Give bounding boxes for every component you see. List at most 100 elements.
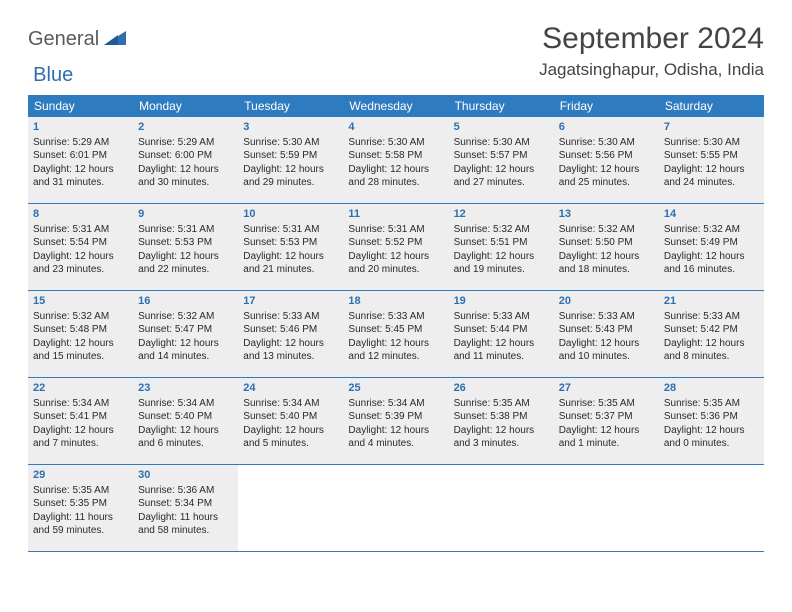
day-number: 3 <box>243 120 338 135</box>
daylight-text: and 24 minutes. <box>664 176 759 190</box>
day-cell: 28Sunrise: 5:35 AMSunset: 5:36 PMDayligh… <box>659 378 764 464</box>
daylight-text: and 12 minutes. <box>348 350 443 364</box>
sunrise-text: Sunrise: 5:31 AM <box>243 223 338 237</box>
day-number: 30 <box>138 468 233 483</box>
daylight-text: and 0 minutes. <box>664 437 759 451</box>
day-cell: 15Sunrise: 5:32 AMSunset: 5:48 PMDayligh… <box>28 291 133 377</box>
sunset-text: Sunset: 5:58 PM <box>348 149 443 163</box>
sunrise-text: Sunrise: 5:33 AM <box>243 310 338 324</box>
sunset-text: Sunset: 5:37 PM <box>559 410 654 424</box>
daylight-text: Daylight: 12 hours <box>664 250 759 264</box>
day-cell: 10Sunrise: 5:31 AMSunset: 5:53 PMDayligh… <box>238 204 343 290</box>
sunrise-text: Sunrise: 5:32 AM <box>559 223 654 237</box>
sunrise-text: Sunrise: 5:35 AM <box>454 397 549 411</box>
day-cell: 24Sunrise: 5:34 AMSunset: 5:40 PMDayligh… <box>238 378 343 464</box>
day-cell: 5Sunrise: 5:30 AMSunset: 5:57 PMDaylight… <box>449 117 554 203</box>
daylight-text: and 20 minutes. <box>348 263 443 277</box>
daylight-text: Daylight: 12 hours <box>33 337 128 351</box>
daylight-text: Daylight: 12 hours <box>559 163 654 177</box>
sunset-text: Sunset: 5:45 PM <box>348 323 443 337</box>
daylight-text: Daylight: 12 hours <box>664 424 759 438</box>
daylight-text: Daylight: 12 hours <box>138 424 233 438</box>
day-number: 24 <box>243 381 338 396</box>
day-number: 8 <box>33 207 128 222</box>
sunrise-text: Sunrise: 5:35 AM <box>33 484 128 498</box>
sunrise-text: Sunrise: 5:30 AM <box>243 136 338 150</box>
daylight-text: Daylight: 12 hours <box>348 250 443 264</box>
sunrise-text: Sunrise: 5:31 AM <box>33 223 128 237</box>
daylight-text: Daylight: 12 hours <box>559 424 654 438</box>
day-cell: 9Sunrise: 5:31 AMSunset: 5:53 PMDaylight… <box>133 204 238 290</box>
day-cell: 20Sunrise: 5:33 AMSunset: 5:43 PMDayligh… <box>554 291 659 377</box>
sunset-text: Sunset: 5:48 PM <box>33 323 128 337</box>
daylight-text: Daylight: 11 hours <box>138 511 233 525</box>
day-cell: 22Sunrise: 5:34 AMSunset: 5:41 PMDayligh… <box>28 378 133 464</box>
sunset-text: Sunset: 5:40 PM <box>138 410 233 424</box>
daylight-text: Daylight: 12 hours <box>243 337 338 351</box>
brand-text-general: General <box>28 28 99 51</box>
day-cell: 27Sunrise: 5:35 AMSunset: 5:37 PMDayligh… <box>554 378 659 464</box>
sunset-text: Sunset: 6:01 PM <box>33 149 128 163</box>
day-cell: 17Sunrise: 5:33 AMSunset: 5:46 PMDayligh… <box>238 291 343 377</box>
dow-cell: Friday <box>554 95 659 117</box>
daylight-text: and 28 minutes. <box>348 176 443 190</box>
week-row: 22Sunrise: 5:34 AMSunset: 5:41 PMDayligh… <box>28 378 764 465</box>
daylight-text: Daylight: 12 hours <box>33 250 128 264</box>
daylight-text: and 21 minutes. <box>243 263 338 277</box>
sunset-text: Sunset: 5:53 PM <box>243 236 338 250</box>
sunrise-text: Sunrise: 5:35 AM <box>559 397 654 411</box>
dow-cell: Saturday <box>659 95 764 117</box>
sunrise-text: Sunrise: 5:31 AM <box>138 223 233 237</box>
daylight-text: and 15 minutes. <box>33 350 128 364</box>
sunset-text: Sunset: 5:47 PM <box>138 323 233 337</box>
day-number: 21 <box>664 294 759 309</box>
day-cell-empty <box>343 465 448 551</box>
sunrise-text: Sunrise: 5:32 AM <box>664 223 759 237</box>
sunset-text: Sunset: 5:36 PM <box>664 410 759 424</box>
sunset-text: Sunset: 5:46 PM <box>243 323 338 337</box>
daylight-text: Daylight: 12 hours <box>138 337 233 351</box>
day-cell-empty <box>449 465 554 551</box>
daylight-text: and 19 minutes. <box>454 263 549 277</box>
dow-cell: Monday <box>133 95 238 117</box>
sunrise-text: Sunrise: 5:32 AM <box>454 223 549 237</box>
daylight-text: and 10 minutes. <box>559 350 654 364</box>
day-cell: 7Sunrise: 5:30 AMSunset: 5:55 PMDaylight… <box>659 117 764 203</box>
daylight-text: Daylight: 12 hours <box>559 250 654 264</box>
week-row: 1Sunrise: 5:29 AMSunset: 6:01 PMDaylight… <box>28 117 764 204</box>
title-block: September 2024 Jagatsinghapur, Odisha, I… <box>539 22 764 80</box>
daylight-text: Daylight: 12 hours <box>138 163 233 177</box>
daylight-text: Daylight: 12 hours <box>138 250 233 264</box>
day-number: 13 <box>559 207 654 222</box>
day-number: 1 <box>33 120 128 135</box>
daylight-text: and 18 minutes. <box>559 263 654 277</box>
sunrise-text: Sunrise: 5:30 AM <box>664 136 759 150</box>
day-cell-empty <box>554 465 659 551</box>
daylight-text: and 4 minutes. <box>348 437 443 451</box>
sunset-text: Sunset: 5:41 PM <box>33 410 128 424</box>
daylight-text: Daylight: 12 hours <box>454 163 549 177</box>
day-number: 25 <box>348 381 443 396</box>
daylight-text: and 27 minutes. <box>454 176 549 190</box>
sunrise-text: Sunrise: 5:33 AM <box>559 310 654 324</box>
dow-cell: Tuesday <box>238 95 343 117</box>
day-number: 10 <box>243 207 338 222</box>
sunset-text: Sunset: 5:44 PM <box>454 323 549 337</box>
daylight-text: Daylight: 12 hours <box>454 424 549 438</box>
day-number: 20 <box>559 294 654 309</box>
day-number: 27 <box>559 381 654 396</box>
daylight-text: and 16 minutes. <box>664 263 759 277</box>
daylight-text: and 8 minutes. <box>664 350 759 364</box>
day-cell: 12Sunrise: 5:32 AMSunset: 5:51 PMDayligh… <box>449 204 554 290</box>
day-cell: 8Sunrise: 5:31 AMSunset: 5:54 PMDaylight… <box>28 204 133 290</box>
daylight-text: Daylight: 12 hours <box>454 250 549 264</box>
day-cell: 11Sunrise: 5:31 AMSunset: 5:52 PMDayligh… <box>343 204 448 290</box>
sunset-text: Sunset: 5:40 PM <box>243 410 338 424</box>
sunset-text: Sunset: 5:59 PM <box>243 149 338 163</box>
sunrise-text: Sunrise: 5:33 AM <box>664 310 759 324</box>
sunrise-text: Sunrise: 5:31 AM <box>348 223 443 237</box>
sunrise-text: Sunrise: 5:34 AM <box>138 397 233 411</box>
week-row: 8Sunrise: 5:31 AMSunset: 5:54 PMDaylight… <box>28 204 764 291</box>
daylight-text: Daylight: 11 hours <box>33 511 128 525</box>
day-cell: 29Sunrise: 5:35 AMSunset: 5:35 PMDayligh… <box>28 465 133 551</box>
